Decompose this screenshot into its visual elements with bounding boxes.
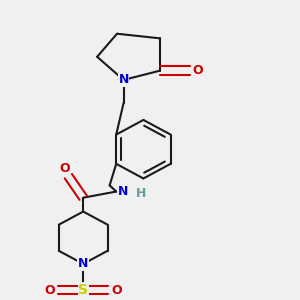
Text: N: N bbox=[118, 185, 128, 198]
Text: N: N bbox=[118, 74, 129, 86]
Text: O: O bbox=[60, 162, 70, 175]
Text: O: O bbox=[193, 64, 203, 77]
Text: N: N bbox=[78, 257, 88, 270]
Text: H: H bbox=[136, 187, 146, 200]
Text: S: S bbox=[78, 283, 88, 297]
Text: O: O bbox=[45, 284, 56, 297]
Text: O: O bbox=[111, 284, 122, 297]
